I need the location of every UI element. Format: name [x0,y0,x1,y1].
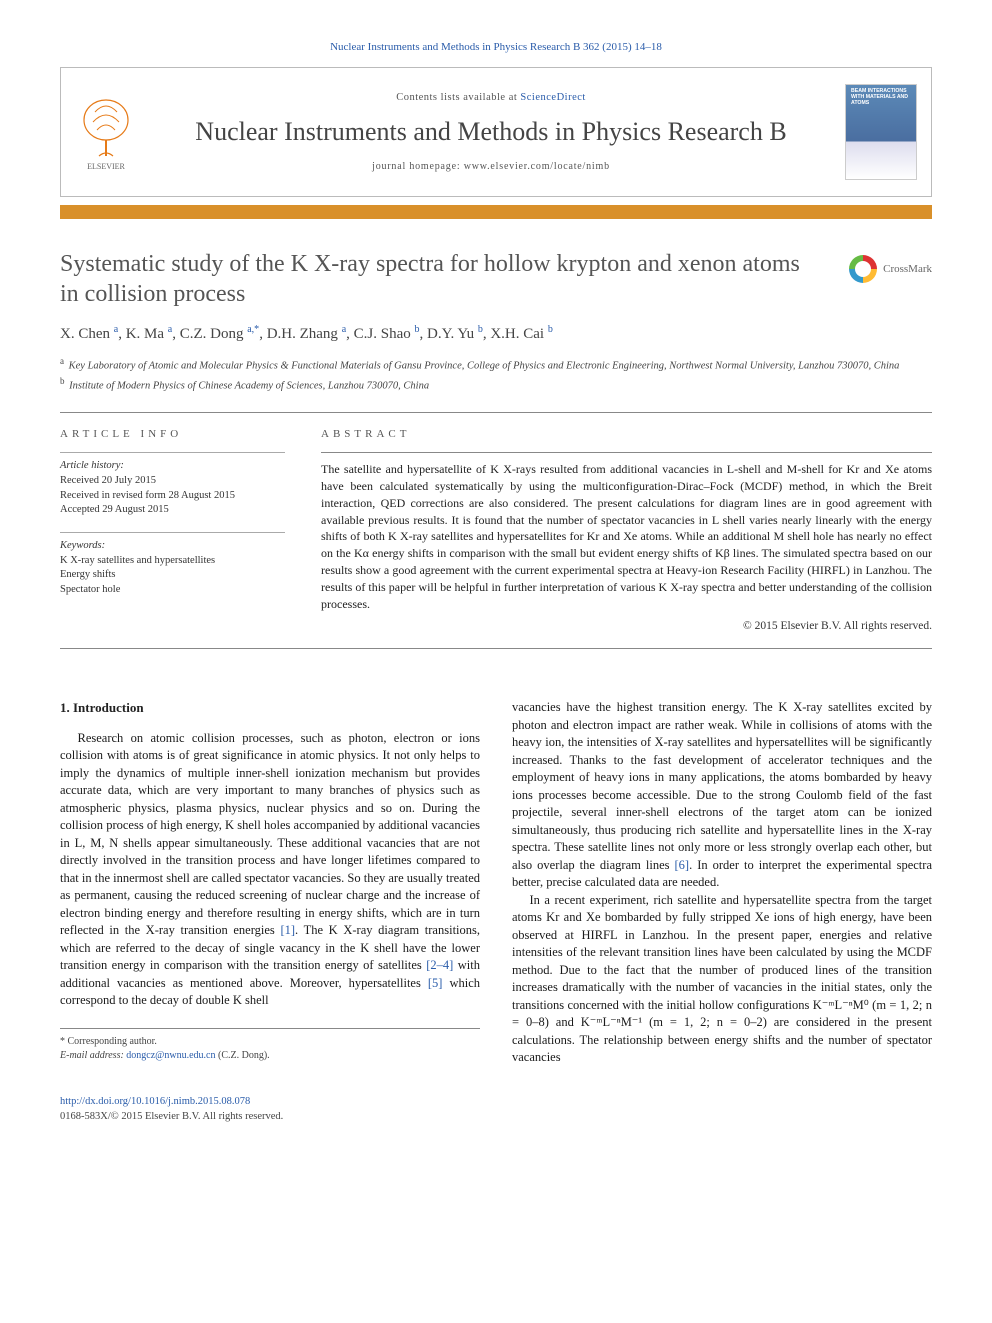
abstract-copyright: © 2015 Elsevier B.V. All rights reserved… [321,618,932,634]
homepage-prefix: journal homepage: [372,161,464,172]
elsevier-tree-logo: ELSEVIER [75,92,137,172]
corresponding-label: * Corresponding author. [60,1035,480,1049]
citation-ref-1[interactable]: [1] [280,923,295,937]
article-title: Systematic study of the K X-ray spectra … [60,249,932,309]
keyword-item: K X-ray satellites and hypersatellites [60,554,285,569]
publisher-logo-cell: ELSEVIER [61,68,151,196]
masthead: ELSEVIER Contents lists available at Sci… [60,67,932,197]
divider [60,648,932,649]
cover-text: BEAM INTERACTIONS WITH MATERIALS AND ATO… [851,89,911,106]
article-info-heading: article info [60,427,285,442]
abstract-text: The satellite and hypersatellite of K X-… [321,461,932,612]
body-columns: 1. Introduction Research on atomic colli… [60,699,932,1067]
citation-line: Nuclear Instruments and Methods in Physi… [60,40,932,55]
page-footer: http://dx.doi.org/10.1016/j.nimb.2015.08… [60,1095,932,1124]
crossmark-icon [849,255,877,283]
divider [60,412,932,413]
abstract-heading: abstract [321,427,932,442]
masthead-center: Contents lists available at ScienceDirec… [151,68,831,196]
received-date: Received 20 July 2015 [60,474,285,489]
crossmark-label: CrossMark [883,262,932,277]
history-label: Article history: [60,459,285,474]
abstract-column: abstract The satellite and hypersatellit… [321,427,932,635]
keywords-block: Keywords: K X-ray satellites and hypersa… [60,532,285,598]
svg-text:ELSEVIER: ELSEVIER [87,162,125,171]
citation-ref-2-4[interactable]: [2–4] [426,958,453,972]
doi-link[interactable]: http://dx.doi.org/10.1016/j.nimb.2015.08… [60,1096,250,1107]
author-email-link[interactable]: dongcz@nwnu.edu.cn [126,1050,215,1061]
page-root: Nuclear Instruments and Methods in Physi… [0,0,992,1154]
keywords-label: Keywords: [60,539,285,554]
info-abstract-row: article info Article history: Received 2… [60,427,932,635]
body-paragraph: Research on atomic collision processes, … [60,730,480,1010]
keyword-item: Energy shifts [60,568,285,583]
contents-available-line: Contents lists available at ScienceDirec… [159,91,823,106]
corresponding-author-footnote: * Corresponding author. E-mail address: … [60,1028,480,1063]
author-list: X. Chen a, K. Ma a, C.Z. Dong a,*, D.H. … [60,323,932,345]
body-paragraph: vacancies have the highest transition en… [512,699,932,892]
affiliations: a Key Laboratory of Atomic and Molecular… [60,355,932,393]
accent-bar [60,205,932,219]
crossmark-badge[interactable]: CrossMark [849,255,932,283]
revised-date: Received in revised form 28 August 2015 [60,489,285,504]
sciencedirect-link[interactable]: ScienceDirect [520,92,585,103]
email-line: E-mail address: dongcz@nwnu.edu.cn (C.Z.… [60,1049,480,1063]
accepted-date: Accepted 29 August 2015 [60,503,285,518]
homepage-line: journal homepage: www.elsevier.com/locat… [159,160,823,174]
homepage-url[interactable]: www.elsevier.com/locate/nimb [464,161,610,172]
journal-cover-thumbnail: BEAM INTERACTIONS WITH MATERIALS AND ATO… [845,84,917,180]
citation-ref-5[interactable]: [5] [428,976,443,990]
issn-copyright: 0168-583X/© 2015 Elsevier B.V. All right… [60,1111,283,1122]
affiliation-a: a Key Laboratory of Atomic and Molecular… [60,355,932,374]
article-info-column: article info Article history: Received 2… [60,427,285,635]
article-header: Systematic study of the K X-ray spectra … [60,249,932,309]
affiliation-b: b Institute of Modern Physics of Chinese… [60,375,932,394]
body-paragraph: In a recent experiment, rich satellite a… [512,892,932,1067]
contents-prefix: Contents lists available at [396,92,520,103]
journal-title: Nuclear Instruments and Methods in Physi… [159,114,823,150]
section-heading-introduction: 1. Introduction [60,699,480,717]
cover-thumb-cell: BEAM INTERACTIONS WITH MATERIALS AND ATO… [831,68,931,196]
article-history-block: Article history: Received 20 July 2015 R… [60,452,285,518]
citation-ref-6[interactable]: [6] [674,858,689,872]
keyword-item: Spectator hole [60,583,285,598]
